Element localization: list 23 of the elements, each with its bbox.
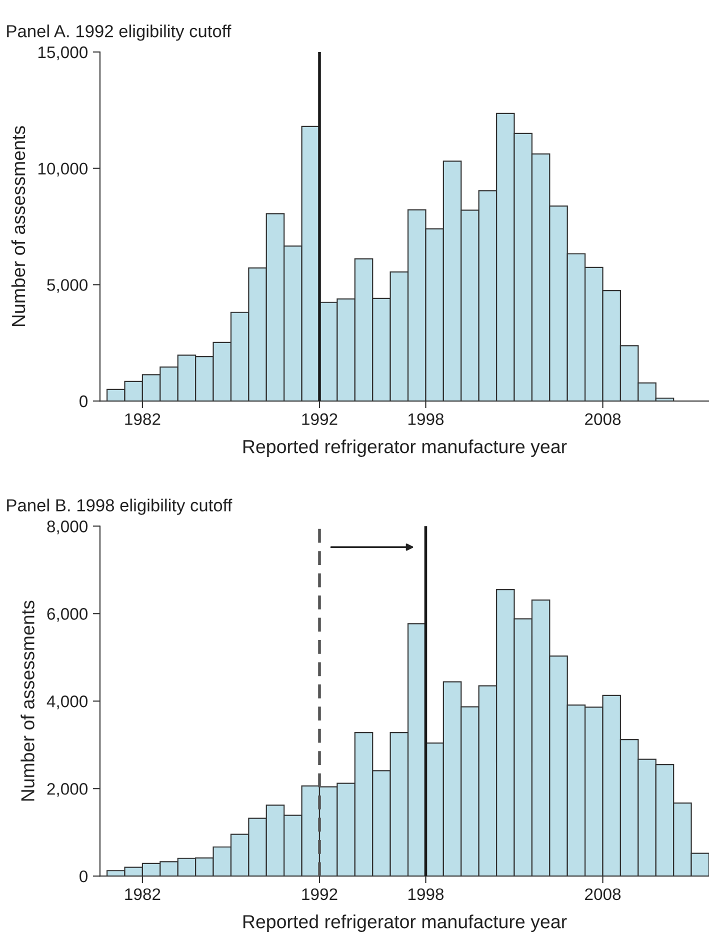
y-tick-label: 4,000: [46, 696, 88, 710]
y-tick-label: 0: [80, 870, 88, 882]
x-tick-label: 2008: [585, 888, 621, 900]
y-tick-label: 10,000: [38, 162, 88, 177]
x-tick-label: 1992: [302, 413, 338, 426]
x-tick-label: 2008: [585, 413, 621, 426]
y-tick-label: 6,000: [47, 608, 88, 622]
y-axis-title: Number of assessments: [11, 126, 26, 326]
x-tick-label: 1998: [408, 413, 444, 426]
x-axis-title: Reported refrigerator manufacture year: [243, 914, 567, 932]
x-axis-title: Reported refrigerator manufacture year: [243, 439, 567, 457]
x-tick-label: 1982: [125, 888, 160, 900]
x-tick-label: 1982: [125, 413, 160, 426]
y-axis-title: Number of assessments: [20, 600, 34, 801]
y-tick-label: 15,000: [38, 46, 88, 60]
chart-title: Panel B. 1998 eligibility cutoff: [7, 498, 232, 515]
y-tick-label: 8,000: [47, 520, 88, 534]
x-tick-label: 1992: [302, 888, 338, 900]
x-tick-label: 1998: [408, 888, 444, 900]
y-tick-label: 2,000: [47, 783, 88, 797]
chart-title: Panel A. 1992 eligibility cutoff: [7, 24, 232, 41]
y-tick-label: 5,000: [47, 279, 88, 293]
y-tick-label: 0: [80, 395, 88, 408]
